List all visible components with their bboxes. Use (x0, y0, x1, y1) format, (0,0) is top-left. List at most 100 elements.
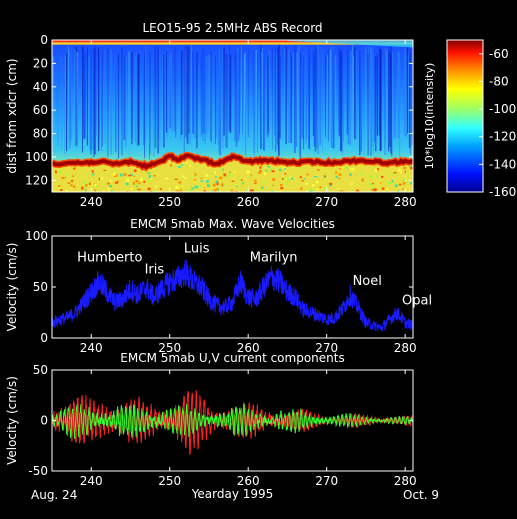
below-bed-speckle (113, 174, 116, 177)
heatmap-streak (277, 47, 278, 145)
heatmap-streak (276, 53, 278, 151)
heatmap-streak (135, 52, 137, 142)
heatmap-streak (332, 50, 335, 149)
below-bed-speckle (271, 190, 274, 192)
below-bed-speckle (130, 187, 133, 190)
heatmap-streak (180, 45, 181, 141)
heatmap-streak (90, 48, 92, 155)
x-tick-label: 260 (237, 341, 260, 355)
heatmap-streak (272, 48, 273, 150)
surface-fade (295, 40, 300, 42)
heatmap-streak (185, 44, 187, 138)
below-bed-speckle (112, 173, 116, 176)
below-bed-speckle (254, 182, 257, 184)
below-bed-speckle (280, 187, 284, 190)
below-bed-speckle (203, 190, 207, 192)
below-bed-speckle (246, 170, 248, 174)
below-bed-speckle (259, 166, 262, 169)
heatmap-streak (374, 50, 375, 143)
below-bed-speckle (194, 179, 197, 182)
below-bed-speckle (200, 177, 203, 179)
below-bed-speckle (282, 177, 284, 180)
below-bed-speckle (128, 174, 131, 177)
heatmap-streak (319, 45, 321, 145)
heatmap-streak (359, 50, 361, 156)
heatmap-streak (166, 46, 168, 140)
below-bed-speckle (265, 169, 268, 172)
below-bed-speckle (194, 179, 197, 183)
below-bed-speckle (405, 181, 407, 184)
below-bed-speckle (62, 177, 66, 179)
heatmap-streak (288, 49, 290, 144)
x-tick-label: 260 (237, 195, 260, 209)
below-bed-speckle (254, 179, 257, 182)
below-bed-speckle (139, 181, 141, 184)
heatmap-streak (365, 46, 367, 156)
heatmap-streak (295, 51, 298, 147)
below-bed-speckle (360, 172, 363, 175)
below-bed-speckle (94, 189, 97, 192)
heatmap-streak (226, 53, 228, 149)
below-bed-speckle (404, 179, 407, 183)
below-bed-speckle (216, 188, 219, 191)
heatmap-streak (244, 53, 246, 152)
heatmap-streak (327, 49, 329, 142)
below-bed-speckle (317, 190, 319, 192)
below-bed-speckle (126, 178, 130, 182)
heatmap-streak (255, 49, 257, 140)
below-bed-speckle (249, 189, 253, 192)
heatmap-streak (408, 53, 411, 148)
below-bed-speckle (245, 189, 249, 191)
below-bed-speckle (115, 174, 118, 177)
heatmap-streak (223, 47, 225, 136)
y-tick-label: 20 (33, 56, 48, 70)
below-bed-speckle (117, 180, 119, 182)
heatmap-streak (313, 54, 315, 147)
below-bed-speckle (337, 187, 339, 189)
heatmap-streak (347, 45, 349, 144)
heatmap-streak (410, 54, 413, 138)
below-bed-speckle (316, 168, 320, 171)
below-bed-speckle (259, 170, 262, 173)
y-tick-label: 120 (25, 173, 48, 187)
below-bed-speckle (83, 186, 87, 188)
heatmap-streak (254, 53, 256, 157)
below-bed-speckle (147, 172, 151, 174)
heatmap-streak (57, 46, 59, 146)
below-bed-speckle (309, 188, 313, 190)
below-bed-speckle (185, 161, 188, 164)
surface-fade (365, 40, 370, 46)
heatmap-streak (124, 54, 126, 140)
below-bed-speckle (278, 190, 282, 192)
below-bed-speckle (178, 181, 182, 184)
below-bed-speckle (195, 185, 199, 189)
below-bed-speckle (85, 188, 87, 192)
below-bed-speckle (271, 170, 275, 173)
heatmap-streak (342, 45, 343, 156)
surface-fade (299, 40, 304, 42)
below-bed-speckle (391, 179, 394, 183)
heatmap-streak (329, 50, 332, 139)
heatmap-streak (370, 46, 372, 156)
below-bed-speckle (109, 185, 113, 188)
heatmap-streak (75, 47, 78, 146)
below-bed-speckle (299, 176, 302, 179)
heatmap-streak (236, 46, 238, 145)
below-bed-speckle (135, 183, 139, 185)
heatmap-streak (107, 47, 109, 158)
below-bed-speckle (227, 174, 230, 177)
storm-annotation: Iris (145, 263, 165, 278)
below-bed-speckle (91, 169, 94, 173)
below-bed-speckle (107, 187, 110, 191)
storm-annotation: Luis (184, 241, 210, 256)
below-bed-speckle (345, 166, 348, 170)
heatmap-streak (70, 47, 72, 140)
below-bed-speckle (181, 175, 185, 177)
below-bed-speckle (404, 170, 406, 173)
heatmap-streak (399, 52, 401, 157)
below-bed-speckle (135, 180, 138, 183)
x-tick-label: 280 (394, 195, 417, 209)
below-bed-speckle (244, 178, 247, 181)
heatmap-streak (191, 44, 192, 145)
heatmap-streak (128, 51, 130, 155)
